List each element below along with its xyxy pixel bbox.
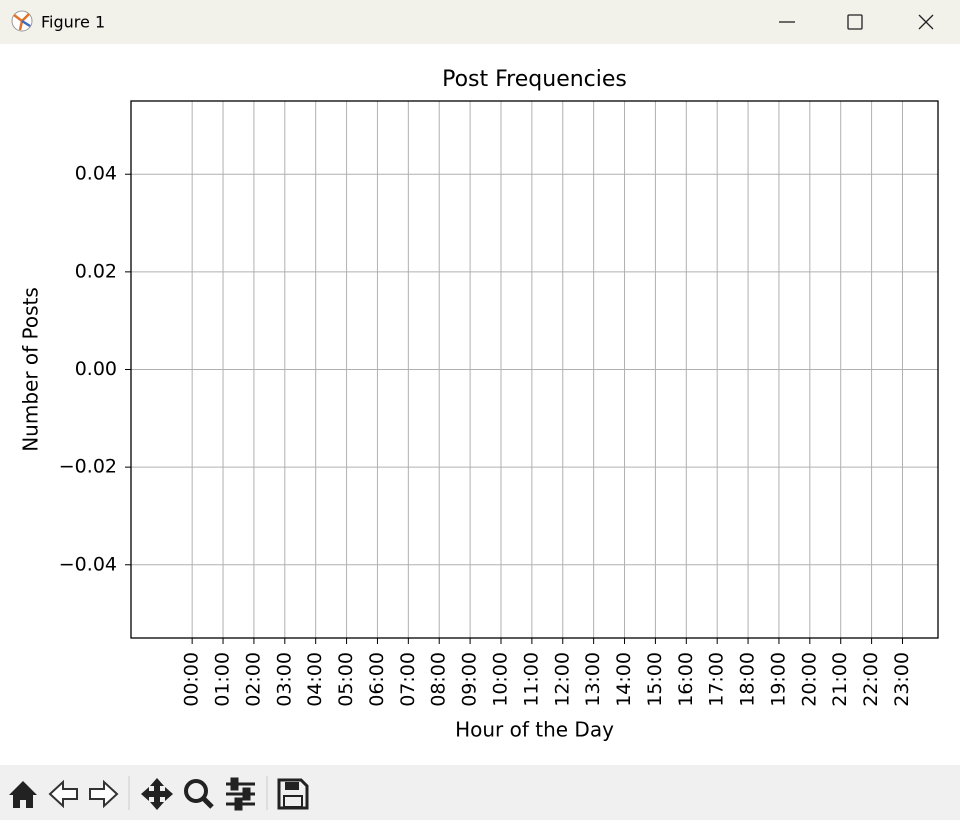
y-tick-label: 0.04: [75, 163, 117, 185]
x-tick-label: 07:00: [397, 652, 419, 707]
x-tick-label: 11:00: [520, 652, 542, 707]
x-tick-label: 17:00: [706, 652, 728, 707]
app-icon: [11, 10, 33, 32]
maximize-button[interactable]: [847, 14, 863, 30]
plot-area: Post Frequencies −0.04 −0.02 0.00 0.02 0.04 00…: [19, 67, 939, 742]
forward-button[interactable]: [89, 779, 119, 809]
x-tick-label: 21:00: [829, 652, 851, 707]
title-bar: [0, 0, 960, 44]
x-tick-label: 10:00: [489, 652, 511, 707]
y-tick-label: −0.04: [59, 553, 117, 575]
x-tick-label: 01:00: [212, 652, 234, 707]
close-button[interactable]: [918, 14, 934, 30]
y-tick-label: 0.02: [75, 260, 117, 282]
window-title: Figure 1: [41, 13, 105, 32]
x-tick-label: 15:00: [644, 652, 666, 707]
x-tick-label: 02:00: [242, 652, 264, 707]
home-button[interactable]: [9, 781, 37, 808]
x-tick-label: 09:00: [459, 652, 481, 707]
x-tick-label: 19:00: [767, 652, 789, 707]
x-tick-label: 00:00: [181, 652, 203, 707]
x-tick-label: 04:00: [304, 652, 326, 707]
x-tick-label: 23:00: [891, 652, 913, 707]
x-tick-label: 18:00: [737, 652, 759, 707]
x-tick-label: 20:00: [798, 652, 820, 707]
x-tick-label: 05:00: [335, 652, 357, 707]
y-tick-label: −0.02: [59, 456, 117, 478]
y-axis-label: Number of Posts: [19, 287, 43, 452]
x-tick-label: 08:00: [428, 652, 450, 707]
x-tick-label: 22:00: [860, 652, 882, 707]
chart-title: Post Frequencies: [442, 67, 627, 92]
save-button[interactable]: [277, 778, 309, 810]
x-tick-label: 16:00: [675, 652, 697, 707]
x-tick-label: 03:00: [273, 652, 295, 707]
x-axis-label: Hour of the Day: [455, 718, 614, 742]
x-tick-label: 13:00: [582, 652, 604, 707]
x-tick-label: 06:00: [366, 652, 388, 707]
x-tick-label: 14:00: [613, 652, 635, 707]
zoom-button[interactable]: [184, 779, 214, 809]
configure-button[interactable]: [226, 777, 255, 811]
plot-frame: [130, 100, 939, 639]
back-button[interactable]: [48, 779, 78, 809]
pan-button[interactable]: [141, 778, 173, 810]
y-tick-label: 0.00: [75, 358, 117, 380]
x-tick-label: 12:00: [551, 652, 573, 707]
